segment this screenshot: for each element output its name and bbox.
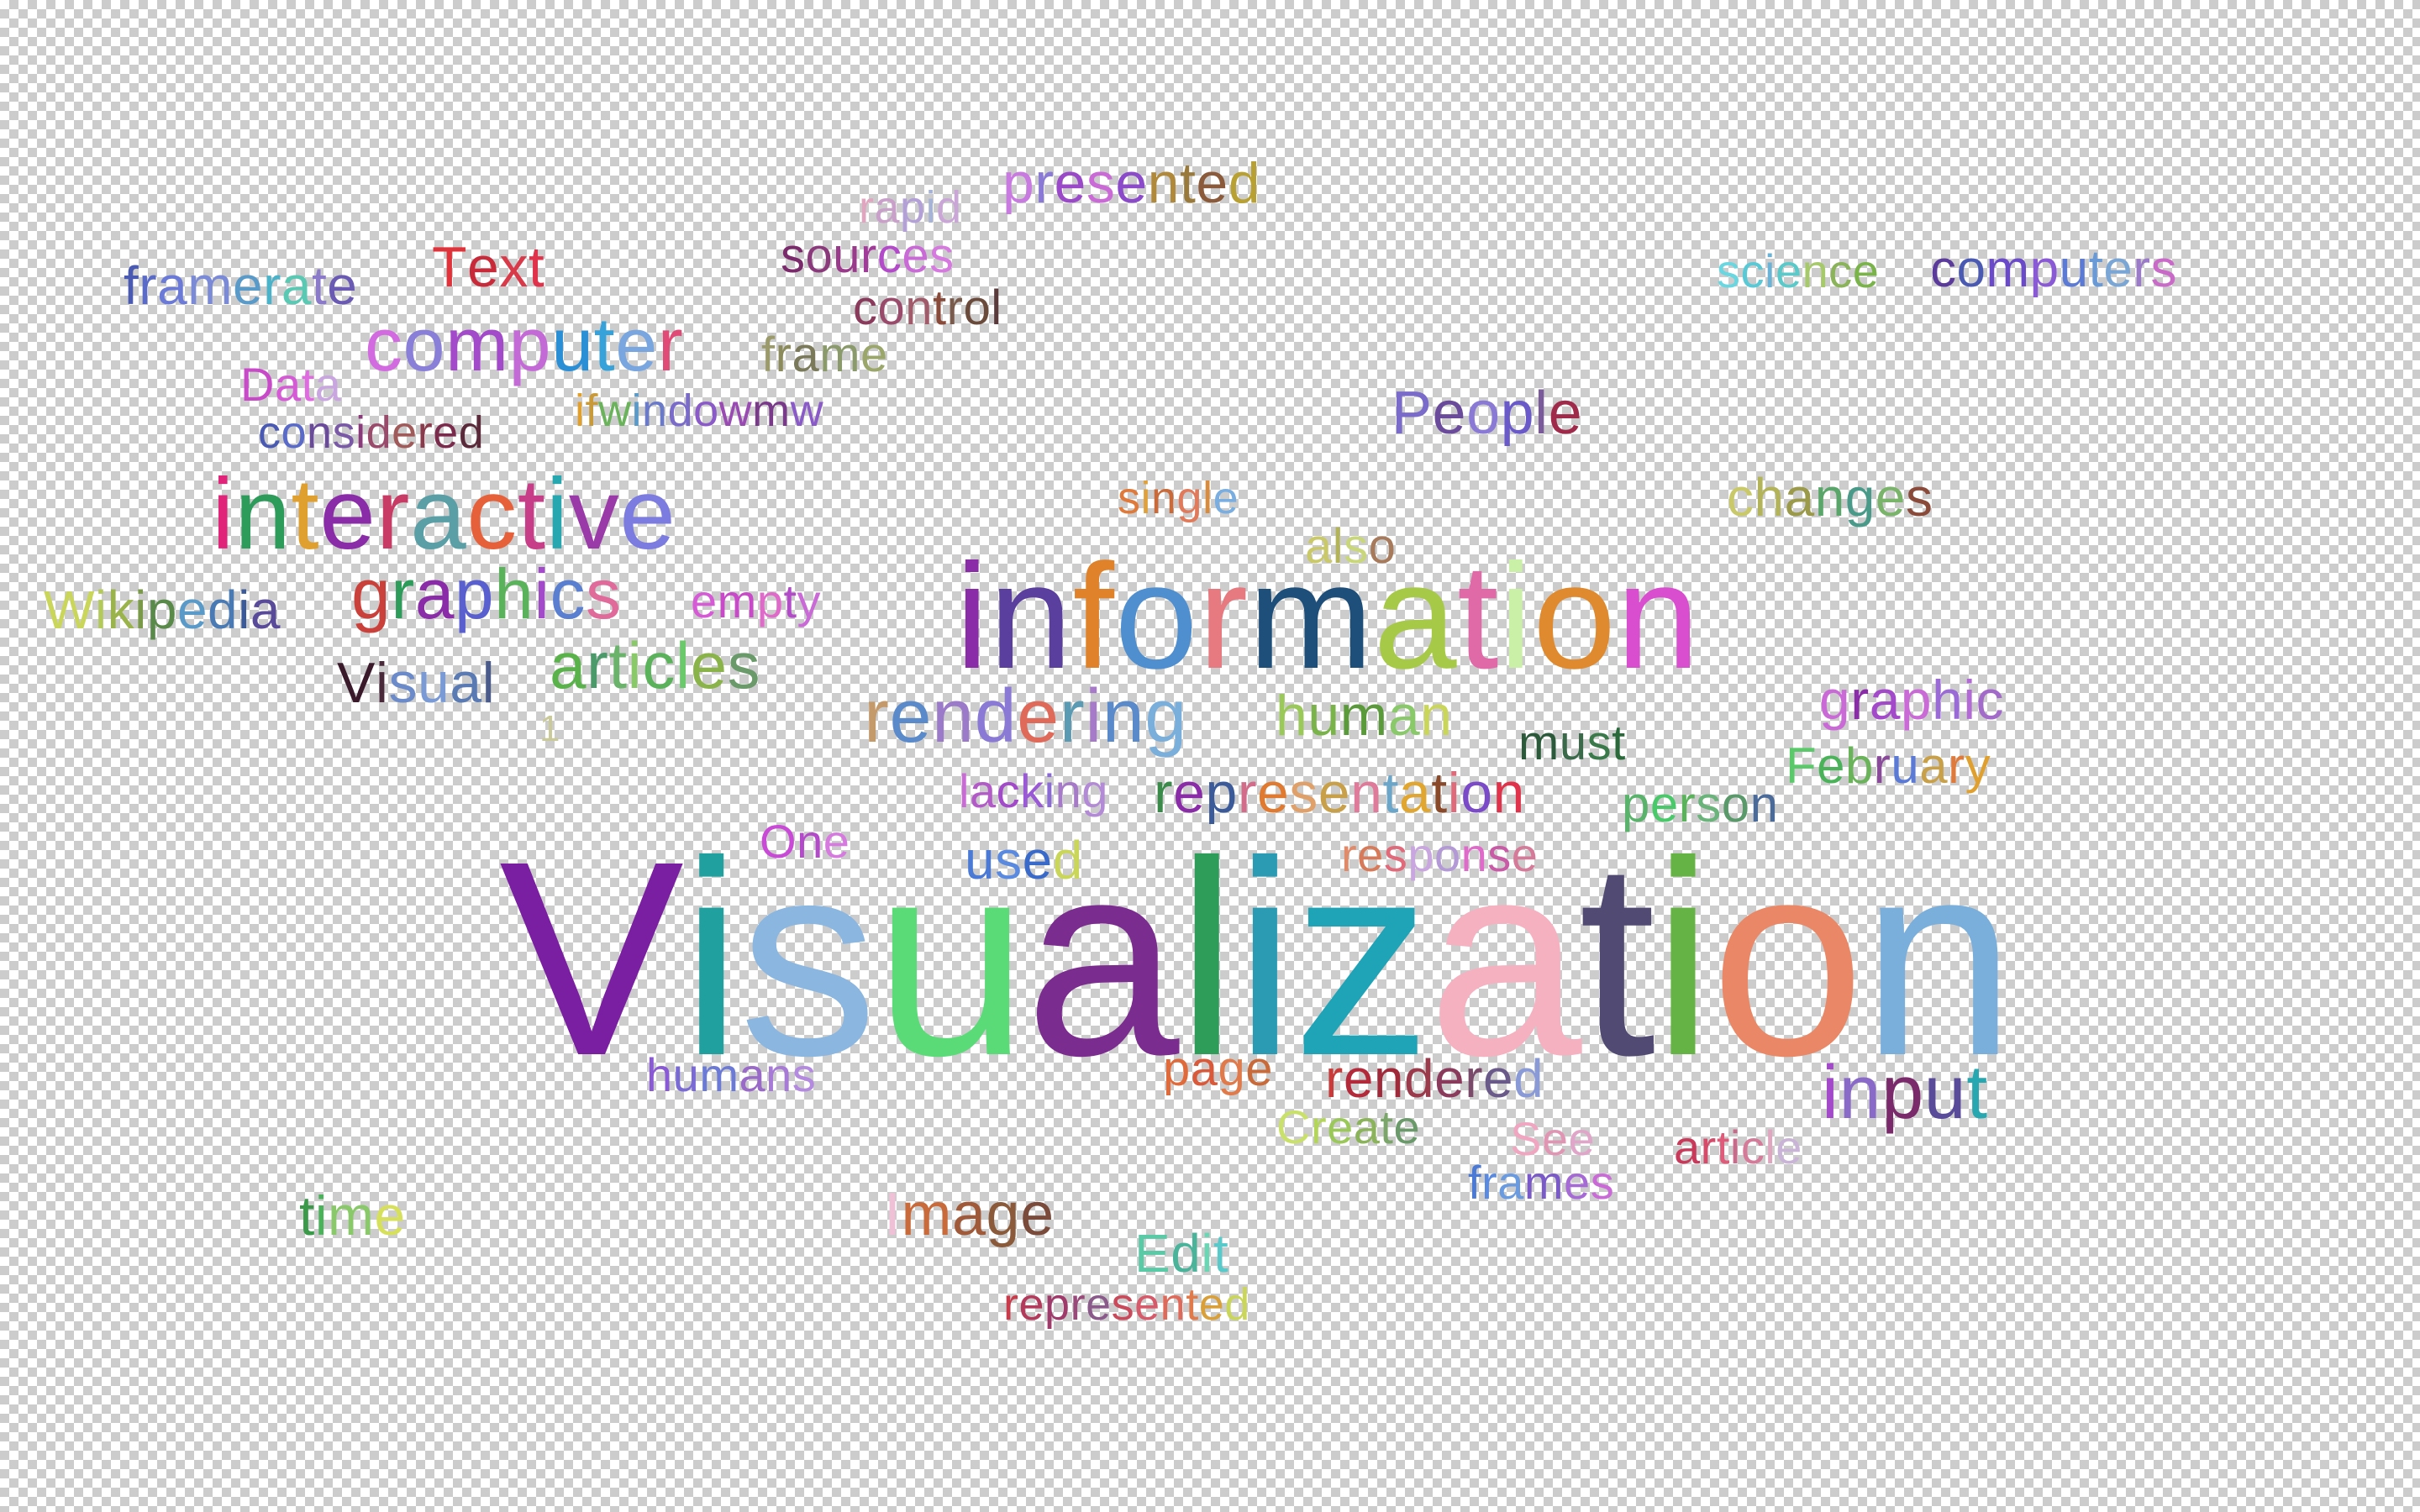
word-also: also: [1305, 519, 1397, 574]
word-ifwindowmw: ifwindowmw: [575, 386, 824, 436]
word-representation: representation: [1154, 761, 1525, 825]
word-people: People: [1392, 380, 1583, 447]
word-time: time: [299, 1184, 406, 1247]
word-control: control: [853, 281, 1002, 335]
word-one-digit: 1: [539, 708, 560, 749]
word-frame: frame: [761, 328, 888, 382]
word-visual: Visual: [337, 651, 496, 715]
word-humans: humans: [646, 1048, 817, 1101]
word-sources: sources: [781, 228, 955, 283]
word-data: Data: [240, 358, 342, 411]
word-person: person: [1622, 776, 1779, 832]
word-article: article: [1674, 1121, 1802, 1173]
word-represented: represented: [1003, 1279, 1250, 1330]
word-image: Image: [884, 1181, 1055, 1248]
word-input: input: [1822, 1051, 1988, 1135]
word-must: must: [1518, 716, 1626, 770]
word-rendering: rendering: [864, 675, 1187, 759]
word-wikipedia: Wikipedia: [44, 580, 281, 640]
word-used: used: [965, 830, 1083, 890]
word-empty: empty: [691, 575, 822, 627]
word-one: One: [760, 815, 850, 868]
word-response: response: [1341, 828, 1539, 881]
word-graphic: graphic: [1819, 669, 2005, 731]
word-science: science: [1717, 244, 1880, 297]
word-edit: Edit: [1134, 1223, 1229, 1284]
word-computers: computers: [1930, 240, 2177, 298]
word-text: Text: [432, 235, 545, 299]
word-frames: frames: [1468, 1156, 1615, 1209]
word-create: Create: [1276, 1100, 1421, 1153]
word-articles: articles: [550, 628, 761, 702]
word-information: information: [955, 533, 1701, 700]
word-framerate: framerate: [124, 255, 358, 316]
word-single: single: [1118, 473, 1239, 523]
word-changes: changes: [1727, 467, 1933, 528]
word-rapid: rapid: [859, 182, 962, 233]
word-page: page: [1163, 1042, 1274, 1096]
word-february: February: [1786, 738, 1991, 794]
word-interactive: interactive: [212, 458, 676, 570]
word-considered: considered: [258, 407, 485, 458]
word-lacking: lacking: [959, 764, 1108, 817]
word-rendered: rendered: [1325, 1048, 1544, 1109]
word-graphics: graphics: [351, 554, 622, 633]
word-computer: computer: [365, 303, 684, 387]
word-human: human: [1276, 684, 1453, 748]
word-visualization: Visualization: [499, 803, 2016, 1113]
word-see: See: [1510, 1112, 1596, 1165]
word-presented: presented: [1002, 151, 1261, 215]
